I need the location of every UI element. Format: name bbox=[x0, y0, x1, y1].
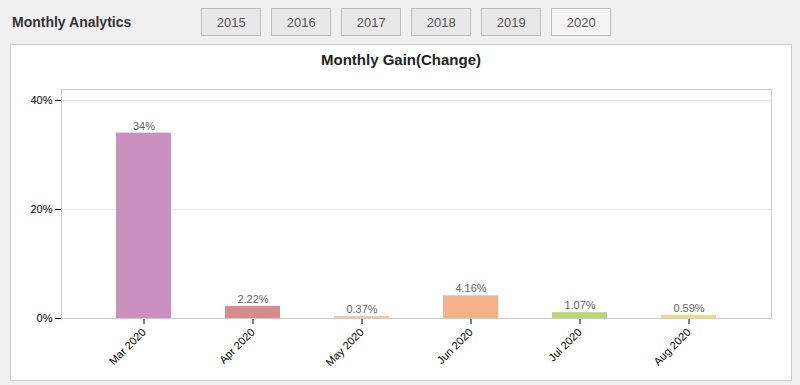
html-text:Monthly Analytics: Monthly Analytics bbox=[12, 14, 132, 30]
svg-text:Jun 2020: Jun 2020 bbox=[434, 326, 474, 366]
html-text:2019: 2019 bbox=[496, 15, 526, 30]
html-text:2020: 2020 bbox=[566, 15, 596, 30]
svg-text:2.22%: 2.22% bbox=[237, 293, 268, 305]
svg-text:0.37%: 0.37% bbox=[346, 303, 377, 315]
html-text:2016: 2016 bbox=[286, 15, 316, 30]
svg-text:Mar 2020: Mar 2020 bbox=[107, 326, 148, 367]
svg-text:Jul 2020: Jul 2020 bbox=[546, 326, 584, 364]
svg-text:1.07%: 1.07% bbox=[564, 299, 595, 311]
html-text:2015: 2015 bbox=[216, 15, 246, 30]
svg-text:34%: 34% bbox=[133, 120, 155, 132]
svg-text:40%: 40% bbox=[30, 94, 52, 106]
svg-text:20%: 20% bbox=[30, 203, 52, 215]
svg-text:0.59%: 0.59% bbox=[673, 302, 704, 314]
svg-text:May 2020: May 2020 bbox=[323, 326, 366, 369]
html-text:Monthly Gain(Change): Monthly Gain(Change) bbox=[321, 51, 481, 68]
svg-text:Apr 2020: Apr 2020 bbox=[217, 326, 257, 366]
svg-text:0%: 0% bbox=[37, 312, 53, 324]
svg-text:4.16%: 4.16% bbox=[455, 282, 486, 294]
html-text:2017: 2017 bbox=[356, 15, 386, 30]
html-text:2018: 2018 bbox=[426, 15, 456, 30]
svg-text:Aug 2020: Aug 2020 bbox=[651, 326, 693, 368]
